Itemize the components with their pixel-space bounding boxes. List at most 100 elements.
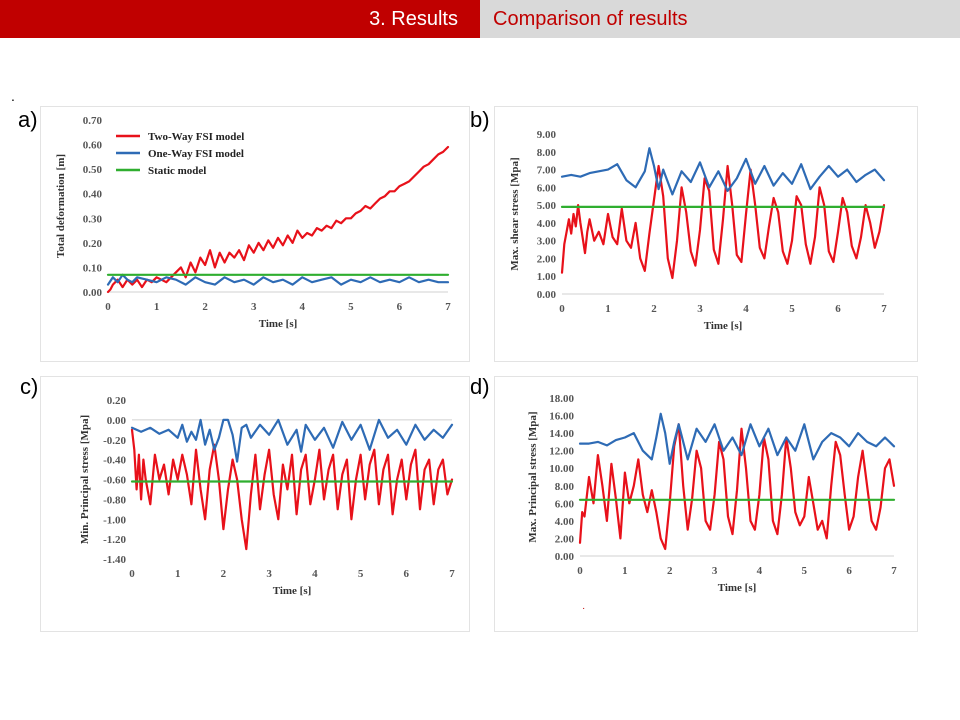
chart-d-xtick: 5 [802,565,808,577]
chart-c-ytick: -0.60 [103,475,126,487]
chart-c-ytick: -0.40 [103,455,126,467]
chart-b-ytick: 3.00 [537,236,557,248]
chart-a-ytick: 0.60 [83,140,103,152]
chart-b-ytick: 0.00 [537,289,557,301]
chart-a-series-one-way [106,273,450,286]
chart-b-xtick: 4 [743,303,749,315]
chart-c-xtick: 6 [404,568,410,580]
chart-a-ylabel: Total deformation [m] [55,154,67,258]
chart-c-ytick: 0.00 [107,415,127,427]
panel-label-b: b) [470,107,490,132]
chart-d-xtick: 0 [577,565,583,577]
chart-d-series-one-way [578,412,896,465]
chart-a-ytick: 0.50 [83,164,103,176]
chart-c-series-one-way [130,418,454,463]
chart-c-ytick: -1.00 [103,514,126,526]
chart-a-ytick: 0.70 [83,115,103,127]
chart-c-ytick: -0.20 [103,435,126,447]
legend-label-static: Static model [148,165,206,177]
chart-a-ytick: 0.20 [83,238,103,250]
chart-a-xtick: 5 [348,301,354,313]
chart-d-xtick: 1 [622,565,628,577]
chart-b-ytick: 5.00 [537,200,557,212]
chart-c-xlabel: Time [s] [273,585,312,597]
chart-c-xtick: 3 [266,568,272,580]
chart-a-plot-area: 0.00 0.10 0.20 0.30 0.40 0.50 0.60 0.70 0 1 2 3 4 5 6 7… [55,115,451,330]
chart-a-xtick: 4 [300,301,306,313]
chart-b-xtick: 7 [881,303,887,315]
chart-a-xlabel: Time [s] [259,318,298,330]
chart-c-ytick: 0.20 [107,395,127,407]
chart-b-xtick: 6 [835,303,841,315]
chart-b-ylabel: Max. shear stress [Mpa] [509,157,521,270]
chart-b-series-two-way [560,164,886,280]
chart-a-xtick: 7 [445,301,451,313]
chart-d-frame [494,376,918,632]
chart-b-xtick: 3 [697,303,703,315]
chart-c-xtick: 0 [129,568,135,580]
chart-b-xtick: 2 [651,303,657,315]
chart-b-xtick: 0 [559,303,565,315]
section-title: 3. Results [369,8,458,30]
chart-a-ytick: 0.00 [83,287,103,299]
chart-a-ytick: 0.40 [83,189,103,201]
chart-a-total-deformation: 0.00 0.10 0.20 0.30 0.40 0.50 0.60 0.70 0 1 2 3 4 5 6 7… [40,106,470,362]
chart-d-xtick: 2 [667,565,673,577]
chart-c-frame [40,376,470,632]
chart-c-plot-area: -1.40 -1.20 -1.00 -0.80 -0.60 -0.40 -0.20 0.00 0… [79,395,455,597]
chart-d-series-two-way [578,423,896,551]
chart-d-ytick: 0.00 [555,551,575,563]
chart-a-xtick: 6 [397,301,403,313]
chart-b-ytick: 4.00 [537,218,557,230]
chart-a-ytick: 0.10 [83,262,103,274]
panel-label-d: d) [470,374,490,399]
chart-a-xtick: 1 [154,301,160,313]
chart-c-ytick: -0.80 [103,494,126,506]
chart-b-xtick: 1 [605,303,611,315]
chart-d-ytick: 8.00 [555,481,575,493]
chart-a-legend: Two-Way FSI model One-Way FSI model Static… [116,131,244,177]
legend-label-one-way: One-Way FSI model [148,148,244,160]
chart-d-xlabel: Time [s] [718,582,757,594]
chart-d-ytick: 10.00 [549,463,574,475]
chart-a-ytick: 0.30 [83,213,103,225]
chart-b-frame [494,106,918,362]
chart-d-plot-area: 0.00 2.00 4.00 6.00 8.00 10.00 12.00 14.00 16.00… [527,393,897,594]
chart-b-ytick: 8.00 [537,147,557,159]
chart-d-ytick: 14.00 [549,428,574,440]
chart-c-xtick: 1 [175,568,181,580]
chart-a-xtick: 2 [202,301,208,313]
chart-b-ytick: 6.00 [537,182,557,194]
page-mark: . [11,88,15,104]
chart-c-xtick: 2 [221,568,227,580]
chart-b-xlabel: Time [s] [704,320,743,332]
chart-d-xtick: 6 [846,565,852,577]
chart-c-xtick: 5 [358,568,364,580]
chart-a-xtick: 3 [251,301,257,313]
chart-c-xtick: 7 [449,568,455,580]
slide-subtitle: Comparison of results [493,8,688,30]
chart-d-stray-mark: · [582,603,585,614]
chart-c-ylabel: Min. Principal stress [Mpa] [79,415,91,544]
chart-d-ytick: 18.00 [549,393,574,405]
chart-c-ytick: -1.40 [103,554,126,566]
chart-b-series-one-way [560,147,886,196]
chart-d-ylabel: Max. Principal stress [Mpa] [527,411,539,542]
chart-d-ytick: 4.00 [555,516,575,528]
chart-c-series-two-way [130,428,454,551]
chart-b-ytick: 2.00 [537,253,557,265]
chart-d-ytick: 12.00 [549,446,574,458]
panel-label-a: a) [18,107,38,132]
chart-c-xtick: 4 [312,568,318,580]
chart-d-ytick: 6.00 [555,498,575,510]
chart-b-ytick: 9.00 [537,129,557,141]
chart-b-xtick: 5 [789,303,795,315]
chart-a-xtick: 0 [105,301,111,313]
chart-d-ytick: 2.00 [555,533,575,545]
header-section-bar: 3. Results [0,0,480,38]
legend-label-two-way: Two-Way FSI model [148,131,244,143]
chart-b-ytick: 7.00 [537,165,557,177]
chart-d-xtick: 4 [757,565,763,577]
chart-d-ytick: 16.00 [549,411,574,423]
chart-b-plot-area: 0.00 1.00 2.00 3.00 4.00 5.00 6.00 7.00 8.00 9.00… [509,129,887,332]
